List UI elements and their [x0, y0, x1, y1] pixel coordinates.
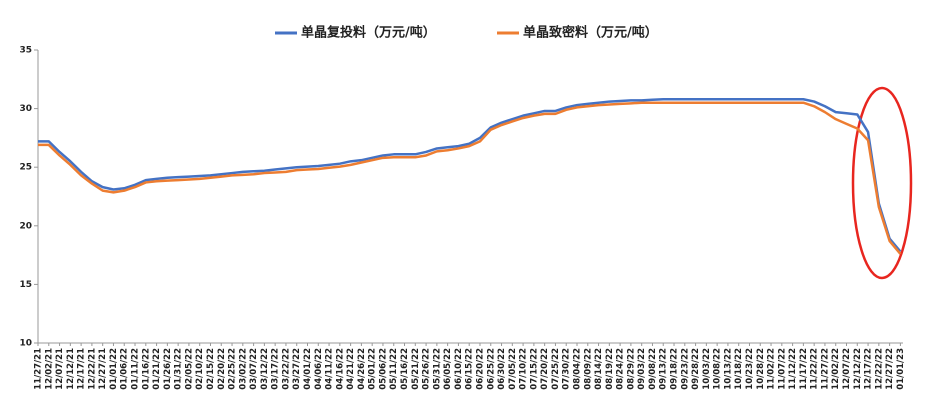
x-tick-label: 10/28/22	[756, 348, 766, 390]
x-tick-label: 08/24/22	[616, 348, 626, 390]
x-tick-label: 01/06/22	[120, 348, 130, 390]
legend-label: 单晶复投料（万元/吨）	[301, 25, 436, 41]
x-tick-label: 05/11/22	[389, 348, 399, 390]
x-tick-label: 12/17/22	[864, 348, 874, 390]
x-tick-label: 06/15/22	[465, 348, 475, 390]
x-tick-label: 12/27/22	[885, 348, 895, 390]
x-tick-label: 02/10/22	[195, 348, 205, 390]
x-tick-label: 03/02/22	[238, 348, 248, 390]
x-tick-label: 05/26/22	[422, 348, 432, 390]
series-line	[38, 101, 902, 255]
x-tick-label: 06/10/22	[454, 348, 464, 390]
x-tick-label: 04/26/22	[357, 348, 367, 390]
x-tick-label: 12/22/21	[87, 348, 97, 390]
x-tick-label: 09/28/22	[691, 348, 701, 390]
x-tick-label: 07/20/22	[540, 348, 550, 390]
y-tick-label: 10	[19, 339, 32, 349]
x-tick-label: 03/22/22	[281, 348, 291, 390]
x-tick-label: 09/18/22	[670, 348, 680, 390]
x-tick-label: 09/23/22	[680, 348, 690, 390]
x-tick-label: 09/13/22	[659, 348, 669, 390]
x-tick-label: 07/10/22	[519, 348, 529, 390]
x-tick-label: 11/27/21	[34, 348, 44, 390]
x-tick-label: 06/30/22	[497, 348, 507, 390]
x-tick-label: 03/07/22	[249, 348, 259, 390]
x-tick-label: 09/03/22	[637, 348, 647, 390]
x-tick-label: 10/08/22	[713, 348, 723, 390]
x-tick-label: 08/29/22	[626, 348, 636, 390]
series-line	[38, 97, 902, 253]
x-tick-label: 11/17/22	[799, 348, 809, 390]
x-tick-label: 04/11/22	[325, 348, 335, 390]
x-tick-label: 01/01/22	[109, 348, 119, 390]
x-tick-label: 11/07/22	[777, 348, 787, 390]
x-tick-label: 10/23/22	[745, 348, 755, 390]
x-tick-label: 01/26/22	[163, 348, 173, 390]
x-tick-label: 01/01/23	[896, 348, 906, 390]
x-tick-label: 11/02/22	[767, 348, 777, 390]
x-tick-label: 02/15/22	[206, 348, 216, 390]
y-tick-label: 30	[19, 104, 32, 114]
x-tick-label: 04/06/22	[314, 348, 324, 390]
x-tick-label: 12/12/21	[66, 348, 76, 390]
y-tick-label: 25	[19, 163, 32, 173]
x-tick-label: 02/25/22	[228, 348, 238, 390]
x-tick-label: 04/21/22	[346, 348, 356, 390]
x-tick-label: 12/02/22	[831, 348, 841, 390]
x-tick-label: 04/01/22	[303, 348, 313, 390]
x-tick-label: 10/03/22	[702, 348, 712, 390]
x-tick-label: 02/20/22	[217, 348, 227, 390]
x-tick-label: 07/30/22	[562, 348, 572, 390]
x-tick-label: 11/12/22	[788, 348, 798, 390]
x-tick-label: 05/21/22	[411, 348, 421, 390]
x-tick-label: 05/16/22	[400, 348, 410, 390]
x-tick-label: 12/12/22	[853, 348, 863, 390]
x-tick-label: 07/05/22	[508, 348, 518, 390]
y-tick-label: 35	[19, 46, 32, 56]
x-tick-label: 07/15/22	[529, 348, 539, 390]
x-tick-label: 12/22/22	[874, 348, 884, 390]
x-tick-label: 10/13/22	[723, 348, 733, 390]
x-tick-label: 12/27/21	[98, 348, 108, 390]
x-tick-label: 05/31/22	[432, 348, 442, 390]
x-tick-label: 01/16/22	[141, 348, 151, 390]
x-tick-label: 03/17/22	[271, 348, 281, 390]
x-tick-label: 02/05/22	[184, 348, 194, 390]
x-tick-label: 01/11/22	[131, 348, 141, 390]
x-tick-label: 12/02/21	[44, 348, 54, 390]
x-tick-label: 06/20/22	[475, 348, 485, 390]
highlight-ellipse	[851, 86, 913, 280]
x-tick-label: 12/07/21	[55, 348, 65, 390]
x-tick-label: 01/21/22	[152, 348, 162, 390]
x-tick-label: 05/01/22	[368, 348, 378, 390]
x-tick-label: 08/09/22	[583, 348, 593, 390]
x-tick-label: 04/16/22	[335, 348, 345, 390]
x-tick-label: 11/22/22	[810, 348, 820, 390]
x-tick-label: 03/12/22	[260, 348, 270, 390]
x-tick-label: 08/14/22	[594, 348, 604, 390]
x-tick-label: 08/19/22	[605, 348, 615, 390]
x-tick-label: 03/27/22	[292, 348, 302, 390]
y-tick-label: 15	[19, 280, 32, 290]
x-tick-label: 01/31/22	[174, 348, 184, 390]
x-tick-label: 05/06/22	[378, 348, 388, 390]
x-tick-label: 06/25/22	[486, 348, 496, 390]
x-tick-label: 10/18/22	[734, 348, 744, 390]
x-tick-label: 12/07/22	[842, 348, 852, 390]
x-tick-label: 11/27/22	[820, 348, 830, 390]
y-tick-label: 20	[19, 221, 32, 231]
x-tick-label: 12/17/21	[77, 348, 87, 390]
x-tick-label: 06/05/22	[443, 348, 453, 390]
x-tick-label: 09/08/22	[648, 348, 658, 390]
legend-label: 单晶致密料（万元/吨）	[523, 25, 658, 41]
x-tick-label: 07/25/22	[551, 348, 561, 390]
x-tick-label: 08/04/22	[573, 348, 583, 390]
